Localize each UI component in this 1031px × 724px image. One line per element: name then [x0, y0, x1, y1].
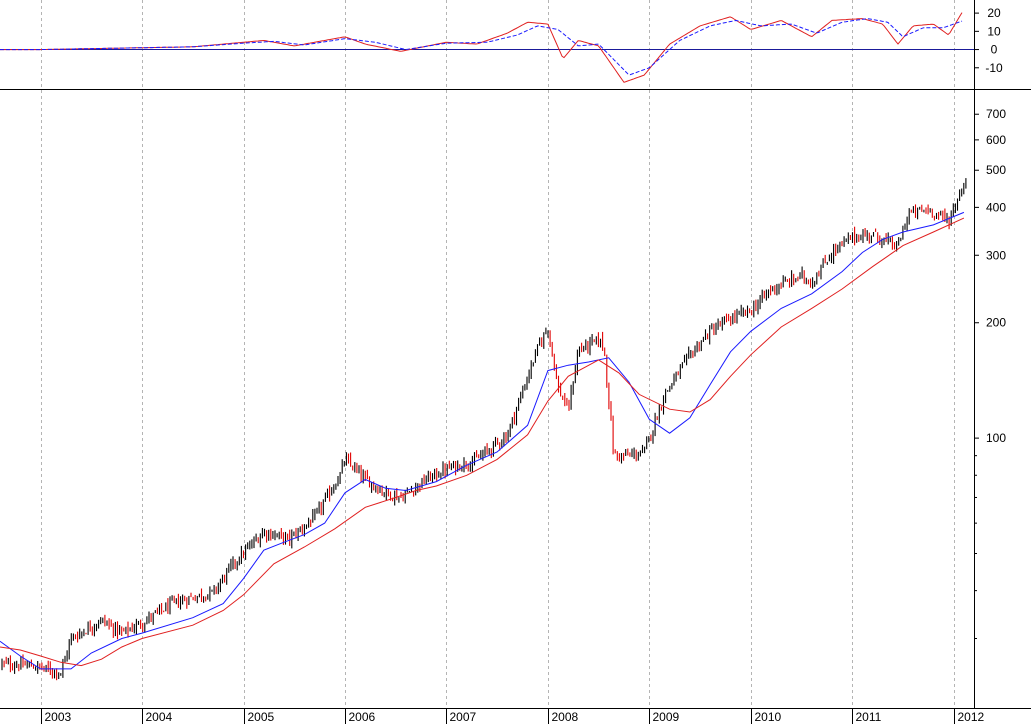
osc-tick-label: 0: [991, 43, 998, 57]
oscillator-panel: [0, 12, 974, 83]
price-tick-label: 200: [986, 316, 1006, 330]
price-tick-label: 400: [986, 200, 1006, 214]
year-label-2004: 2004: [146, 710, 173, 724]
year-label-2008: 2008: [552, 710, 579, 724]
year-label-2003: 2003: [45, 710, 72, 724]
price-tick-label: 700: [986, 107, 1006, 121]
year-label-2012: 2012: [958, 710, 985, 724]
price-panel: [0, 178, 967, 681]
price-tick-label: 300: [986, 248, 1006, 262]
year-gridlines: [41, 0, 955, 708]
year-label-2006: 2006: [349, 710, 376, 724]
price-tick-label: 600: [986, 133, 1006, 147]
osc-tick-label: 20: [987, 6, 1001, 20]
moving-average-long: [0, 217, 965, 667]
moving-average-short: [0, 211, 965, 670]
year-label-2007: 2007: [450, 710, 477, 724]
price-tick-label: 100: [986, 431, 1006, 445]
price-tick-label: 500: [986, 163, 1006, 177]
oscillator-series-signal: [0, 18, 963, 76]
year-label-2010: 2010: [755, 710, 782, 724]
year-label-2005: 2005: [248, 710, 275, 724]
year-label-2011: 2011: [856, 710, 882, 724]
osc-tick-label: 10: [987, 24, 1001, 38]
osc-tick-label: -10: [985, 61, 1003, 75]
year-label-2009: 2009: [653, 710, 680, 724]
